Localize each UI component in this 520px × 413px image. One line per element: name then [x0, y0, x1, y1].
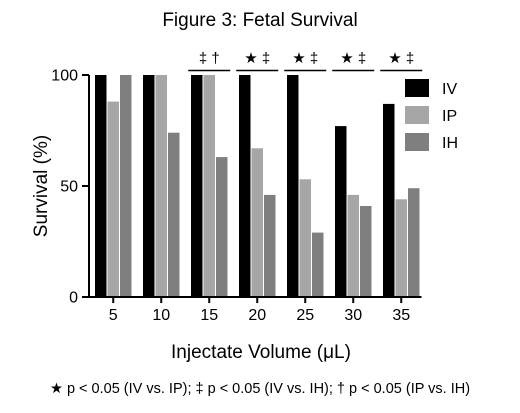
x-tick-label-5: 5: [109, 307, 118, 324]
bar-ih-20: [264, 194, 276, 297]
significance-footnote: ★ p < 0.05 (IV vs. IP); ‡ p < 0.05 (IV v…: [49, 381, 471, 397]
legend-label-ip: IP: [442, 108, 457, 125]
significance-label-35: ★ ‡: [388, 50, 414, 67]
legend-label-iv: IV: [442, 81, 457, 98]
bar-ip-20: [251, 148, 263, 297]
bar-ih-25: [312, 232, 324, 297]
legend-label-ih: IH: [442, 135, 458, 152]
significance-label-15: ‡ †: [199, 50, 220, 67]
significance-label-25: ★ ‡: [292, 50, 318, 67]
y-tick-label-100: 100: [51, 68, 78, 85]
bar-iv-5: [95, 75, 107, 297]
bar-ih-10: [168, 132, 180, 297]
bar-ih-35: [408, 188, 420, 297]
bar-iv-10: [143, 75, 155, 297]
legend-swatch-iv: [405, 79, 429, 97]
bar-ip-30: [347, 194, 359, 297]
y-axis-title: Survival (%): [31, 135, 52, 237]
bar-ip-25: [299, 179, 311, 297]
bar-iv-35: [383, 103, 395, 298]
bar-iv-30: [335, 126, 347, 297]
chart-title: Figure 3: Fetal Survival: [162, 10, 358, 31]
bar-iv-20: [239, 75, 251, 297]
y-tick-label-0: 0: [69, 290, 78, 307]
legend-swatch-ih: [405, 133, 429, 151]
bar-iv-25: [287, 75, 299, 297]
x-tick-label-25: 25: [296, 307, 314, 324]
x-axis-title: Injectate Volume (μL): [171, 342, 351, 363]
bar-ip-35: [395, 199, 407, 297]
bar-ip-5: [107, 101, 119, 297]
bar-ih-5: [120, 75, 132, 297]
x-tick-label-15: 15: [200, 307, 218, 324]
bar-iv-15: [191, 75, 203, 297]
bar-ip-15: [203, 75, 215, 297]
bar-ip-10: [155, 75, 167, 297]
significance-label-30: ★ ‡: [340, 50, 366, 67]
y-tick-label-50: 50: [60, 179, 78, 196]
x-tick-label-35: 35: [392, 307, 410, 324]
bar-ih-30: [360, 206, 372, 297]
significance-label-20: ★ ‡: [244, 50, 270, 67]
bar-ih-15: [216, 157, 228, 297]
x-tick-label-30: 30: [344, 307, 362, 324]
x-tick-label-10: 10: [152, 307, 170, 324]
legend-swatch-ip: [405, 106, 429, 124]
bar-chart: 0 50 100 5 10 15 20 25 30 35 Injectate Volume (μL)…: [31, 50, 458, 363]
x-tick-label-20: 20: [248, 307, 266, 324]
